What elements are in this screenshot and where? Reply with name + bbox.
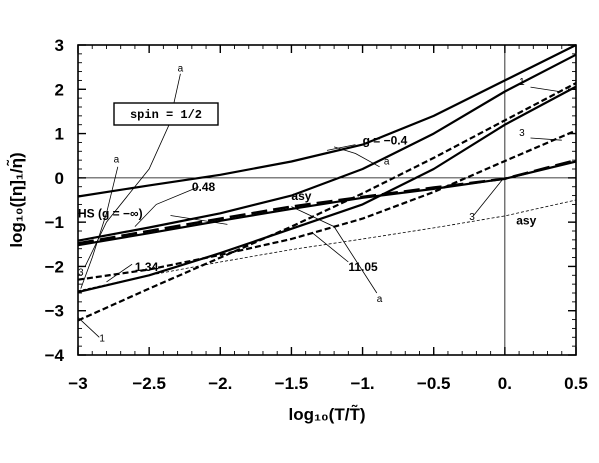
- curve-annotation: 1: [519, 77, 525, 88]
- curve-annotation: g = −0.4: [363, 134, 408, 148]
- leader-line: [134, 186, 200, 227]
- y-tick-label: −1: [45, 213, 64, 232]
- curve-annotation: 3: [519, 128, 525, 139]
- series-line-1: [77, 44, 577, 198]
- series-line-6: [77, 129, 577, 281]
- leader-line: [326, 144, 356, 151]
- spin-legend-box: spin = 1/2: [113, 102, 219, 126]
- leader-line: [80, 166, 119, 289]
- y-tick-label: 1: [55, 125, 64, 144]
- curve-annotation: 1.34: [135, 260, 159, 274]
- x-tick-label: −2.: [208, 374, 232, 393]
- x-axis-title: log₁₀(T/T̃): [289, 404, 366, 424]
- leader-line: [333, 146, 380, 168]
- x-tick-label: 0.5: [564, 374, 588, 393]
- curve-annotation: 11.05: [348, 260, 378, 274]
- series-line-2: [77, 53, 577, 242]
- leader-line: [312, 232, 349, 263]
- annotations: g = −0.4 0.48 HS (g = −∞) asy 1.34 3 1 11.05 a a a…: [78, 64, 537, 345]
- curve-annotation: asy: [516, 213, 536, 227]
- y-tick-label: 2: [55, 80, 64, 99]
- y-tick-label: 3: [55, 36, 64, 55]
- x-tick-label: −0.5: [417, 374, 451, 393]
- leader-line: [291, 206, 378, 294]
- leader-lines: [77, 73, 562, 338]
- series-line-5: [77, 82, 577, 322]
- curve-annotation: 0.48: [192, 180, 216, 194]
- spin-label: spin = 1/2: [130, 108, 202, 122]
- series-line-7: [77, 158, 577, 245]
- curve-annotation: 1: [99, 334, 105, 345]
- leader-line: [77, 317, 100, 338]
- y-tick-label: −2: [45, 257, 64, 276]
- curve-annotation: a: [178, 64, 184, 75]
- x-tick-label: −3: [68, 374, 87, 393]
- curve-annotation: a: [114, 154, 120, 165]
- reference-lines: [78, 45, 576, 355]
- y-tick-label: 0: [55, 169, 64, 188]
- ticks: [77, 44, 577, 356]
- leader-line: [530, 137, 562, 141]
- series-line-3: [77, 85, 577, 294]
- series-line-8: [77, 199, 577, 292]
- series-line-4: [77, 160, 577, 247]
- x-tick-label: −1.5: [275, 374, 309, 393]
- curve-annotation: 3: [469, 212, 475, 223]
- x-tick-label: 0.: [498, 374, 512, 393]
- leader-line: [530, 86, 559, 92]
- plot-frame: [77, 44, 577, 356]
- x-tick-label: −2.5: [132, 374, 166, 393]
- curve-annotation: a: [384, 157, 390, 168]
- leader-line: [473, 179, 503, 216]
- curve-annotation: asy: [291, 189, 311, 203]
- leader-line: [106, 263, 133, 283]
- leader-line: [170, 215, 228, 225]
- curves: [77, 44, 577, 322]
- curve-annotation: a: [377, 294, 383, 305]
- y-tick-label: −3: [45, 302, 64, 321]
- curve-annotation: 3: [78, 267, 84, 278]
- y-tick-label: −4: [45, 346, 65, 365]
- x-tick-label: −1.: [351, 374, 375, 393]
- curve-annotation: HS (g = −∞): [78, 207, 143, 221]
- y-axis-title: log₁₀([η]₁/η̃): [6, 152, 26, 247]
